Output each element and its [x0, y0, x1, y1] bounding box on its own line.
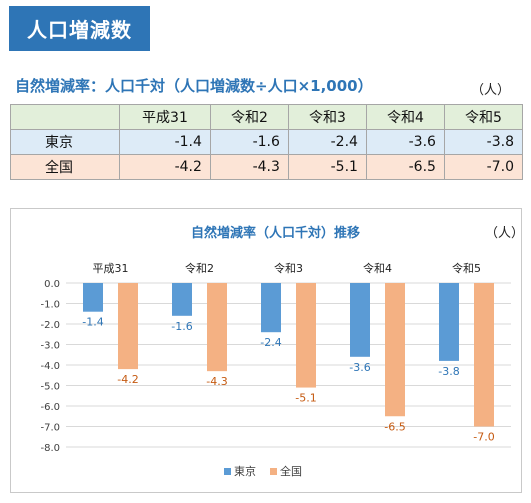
table-cell: -3.8: [443, 129, 524, 155]
bar-national: [118, 283, 138, 370]
x-category-label: 令和5: [452, 261, 481, 275]
table-cell: -4.2: [119, 154, 211, 180]
legend-swatch: [270, 468, 277, 475]
y-tick-label: -2.0: [40, 320, 60, 331]
table-column-header: 令和3: [287, 104, 367, 130]
y-tick-label: -4.0: [40, 361, 60, 372]
x-category-label: 平成31: [93, 262, 129, 275]
x-category-label: 令和3: [274, 261, 303, 275]
table-row-label: 全国: [10, 154, 120, 180]
x-category-label: 令和2: [185, 261, 214, 275]
data-label: -3.8: [438, 365, 459, 378]
data-label: -7.0: [473, 431, 494, 444]
y-tick-label: -8.0: [40, 443, 60, 454]
bar-tokyo: [350, 283, 370, 357]
table-unit: （人）: [470, 83, 510, 98]
table-column-header: 令和5: [443, 104, 524, 130]
table-corner-cell: [10, 104, 120, 130]
table-cell: -2.4: [287, 129, 367, 155]
y-tick-label: -3.0: [40, 341, 60, 352]
y-tick-label: -7.0: [40, 423, 60, 434]
bar-tokyo: [83, 283, 103, 312]
chart-title: 自然増減率（人口千対）推移: [191, 225, 360, 241]
data-table: 平成31 令和2 令和3 令和4 令和5 東京 -1.4 -1.6 -2.4 -…: [10, 104, 524, 180]
bar-tokyo: [439, 283, 459, 361]
table-cell: -1.4: [119, 129, 211, 155]
bar-national: [296, 283, 316, 388]
data-label: -4.2: [117, 373, 138, 386]
data-label: -1.6: [171, 320, 192, 333]
bar-chart: 自然増減率（人口千対）推移 （人） 0.0 -1.0 -2.0 -3.0 -4.0 -5.0 -…: [40, 225, 521, 478]
data-label: -4.3: [206, 375, 227, 388]
chart-unit: （人）: [485, 226, 521, 241]
y-tick-label: -5.0: [40, 382, 60, 393]
table-cell: -5.1: [287, 154, 367, 180]
bar-tokyo: [172, 283, 192, 316]
bar-national: [385, 283, 405, 417]
table-column-header: 平成31: [119, 104, 211, 130]
legend-swatch: [224, 468, 231, 475]
y-tick-label: 0.0: [44, 279, 60, 290]
legend-label: 全国: [280, 464, 302, 478]
table-cell: -1.6: [209, 129, 289, 155]
table-column-header: 令和4: [365, 104, 445, 130]
data-label: -5.1: [295, 392, 316, 405]
y-tick-label: -6.0: [40, 402, 60, 413]
x-category-label: 令和4: [363, 261, 392, 275]
table-cell: -3.6: [365, 129, 445, 155]
bar-tokyo: [261, 283, 281, 333]
data-label: -2.4: [260, 336, 281, 349]
y-tick-label: -1.0: [40, 300, 60, 311]
table-row-tokyo: 東京 -1.4 -1.6 -2.4 -3.6 -3.8: [10, 129, 524, 155]
table-column-header: 令和2: [209, 104, 289, 130]
bar-national: [207, 283, 227, 372]
bar-national: [474, 283, 494, 427]
table-row-label: 東京: [10, 129, 120, 155]
table-row-national: 全国 -4.2 -4.3 -5.1 -6.5 -7.0: [10, 154, 524, 180]
legend-label: 東京: [234, 464, 256, 478]
data-label: -6.5: [384, 420, 405, 433]
table-header-row: 平成31 令和2 令和3 令和4 令和5: [10, 104, 524, 130]
chart-area: 自然増減率（人口千対）推移 （人） 0.0 -1.0 -2.0 -3.0 -4.0 -5.0 -…: [10, 208, 522, 493]
data-label: -3.6: [349, 361, 370, 374]
table-cell: -7.0: [443, 154, 524, 180]
table-cell: -6.5: [365, 154, 445, 180]
table-title: 自然増減率：人口千対（人口増減数÷人口×1,000）: [15, 77, 373, 95]
table-cell: -4.3: [209, 154, 289, 180]
data-label: -1.4: [82, 316, 103, 329]
page-title: 人口増減数: [9, 6, 150, 51]
